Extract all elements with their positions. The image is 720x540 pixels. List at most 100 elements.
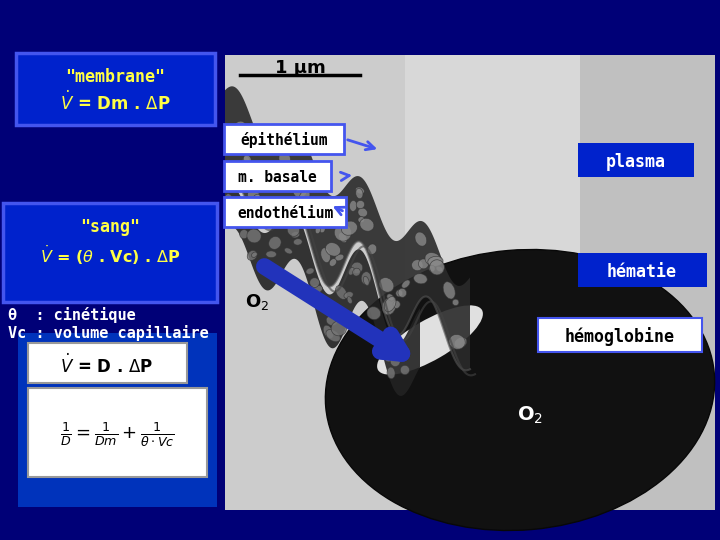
Text: $\dot{V}$ = D . $\Delta$P: $\dot{V}$ = D . $\Delta$P xyxy=(60,354,154,376)
Ellipse shape xyxy=(266,251,276,258)
Ellipse shape xyxy=(287,224,300,237)
Ellipse shape xyxy=(251,165,266,181)
Ellipse shape xyxy=(293,185,307,198)
Ellipse shape xyxy=(402,280,410,288)
Ellipse shape xyxy=(310,278,320,287)
FancyBboxPatch shape xyxy=(538,318,702,352)
Ellipse shape xyxy=(326,316,338,326)
Ellipse shape xyxy=(356,187,364,194)
Ellipse shape xyxy=(334,224,351,241)
Ellipse shape xyxy=(341,221,357,235)
Ellipse shape xyxy=(353,268,360,276)
Ellipse shape xyxy=(356,188,363,199)
Ellipse shape xyxy=(428,265,435,272)
Ellipse shape xyxy=(299,190,310,204)
Ellipse shape xyxy=(364,276,369,286)
Ellipse shape xyxy=(329,259,336,266)
Ellipse shape xyxy=(253,173,267,185)
Text: m. basale: m. basale xyxy=(238,170,317,185)
FancyBboxPatch shape xyxy=(18,333,217,507)
Ellipse shape xyxy=(269,264,276,270)
Text: $\dot{V}$ = Dm . $\Delta$P: $\dot{V}$ = Dm . $\Delta$P xyxy=(60,90,171,113)
Bar xyxy=(580,55,715,510)
Ellipse shape xyxy=(313,201,328,216)
Ellipse shape xyxy=(269,237,282,249)
Ellipse shape xyxy=(338,232,347,243)
Text: 1 μm: 1 μm xyxy=(274,59,325,77)
Ellipse shape xyxy=(315,226,320,234)
Ellipse shape xyxy=(443,282,455,299)
Ellipse shape xyxy=(336,286,347,299)
Ellipse shape xyxy=(393,301,400,308)
Ellipse shape xyxy=(382,298,396,315)
Ellipse shape xyxy=(234,121,246,132)
FancyBboxPatch shape xyxy=(28,343,187,383)
Text: hémoglobine: hémoglobine xyxy=(565,327,675,347)
Ellipse shape xyxy=(243,155,251,164)
Ellipse shape xyxy=(377,305,483,375)
Ellipse shape xyxy=(454,338,467,348)
Ellipse shape xyxy=(436,266,443,272)
Ellipse shape xyxy=(392,353,400,360)
FancyBboxPatch shape xyxy=(224,197,346,227)
Ellipse shape xyxy=(449,334,465,349)
Ellipse shape xyxy=(418,259,428,269)
FancyBboxPatch shape xyxy=(3,203,217,302)
Ellipse shape xyxy=(291,232,300,238)
Text: $\dot{V}$ = ($\theta$ . Vc) . $\Delta$P: $\dot{V}$ = ($\theta$ . Vc) . $\Delta$P xyxy=(40,244,180,267)
Ellipse shape xyxy=(247,229,261,243)
Ellipse shape xyxy=(360,218,374,231)
Ellipse shape xyxy=(331,321,346,336)
Ellipse shape xyxy=(251,252,257,258)
Ellipse shape xyxy=(356,200,364,208)
Ellipse shape xyxy=(387,367,395,379)
Ellipse shape xyxy=(279,173,287,181)
Ellipse shape xyxy=(384,296,396,312)
Ellipse shape xyxy=(242,156,250,168)
Ellipse shape xyxy=(294,239,302,245)
Ellipse shape xyxy=(305,210,316,221)
FancyBboxPatch shape xyxy=(224,124,344,154)
Ellipse shape xyxy=(306,268,314,274)
FancyBboxPatch shape xyxy=(28,388,207,477)
Ellipse shape xyxy=(358,217,364,222)
Polygon shape xyxy=(225,86,470,370)
Ellipse shape xyxy=(276,166,283,176)
Ellipse shape xyxy=(385,358,392,362)
Ellipse shape xyxy=(428,256,443,266)
Ellipse shape xyxy=(400,365,410,375)
Text: $\frac{1}{D} = \frac{1}{Dm} + \frac{1}{\theta \cdot Vc}$: $\frac{1}{D} = \frac{1}{Dm} + \frac{1}{\… xyxy=(60,421,174,449)
Text: "membrane": "membrane" xyxy=(66,68,166,86)
Text: Vc : volume capillaire: Vc : volume capillaire xyxy=(8,325,209,341)
FancyBboxPatch shape xyxy=(16,53,215,125)
Ellipse shape xyxy=(390,355,400,367)
Ellipse shape xyxy=(240,230,248,239)
Ellipse shape xyxy=(367,307,381,320)
Text: O$_2$: O$_2$ xyxy=(517,404,543,426)
Ellipse shape xyxy=(387,294,394,301)
Ellipse shape xyxy=(349,200,357,212)
Ellipse shape xyxy=(379,278,394,292)
Ellipse shape xyxy=(325,242,341,256)
Ellipse shape xyxy=(279,152,291,166)
Ellipse shape xyxy=(361,272,371,285)
Ellipse shape xyxy=(310,285,323,294)
Ellipse shape xyxy=(367,244,377,254)
Ellipse shape xyxy=(291,144,300,154)
FancyBboxPatch shape xyxy=(224,161,331,191)
Text: endothélium: endothélium xyxy=(237,206,333,220)
Ellipse shape xyxy=(291,164,305,179)
Ellipse shape xyxy=(225,194,233,207)
Ellipse shape xyxy=(358,208,367,217)
Text: épithélium: épithélium xyxy=(240,132,328,148)
Text: O$_2$: O$_2$ xyxy=(245,292,269,312)
FancyBboxPatch shape xyxy=(578,143,694,177)
Ellipse shape xyxy=(279,179,291,190)
Ellipse shape xyxy=(247,251,257,260)
Ellipse shape xyxy=(337,205,346,213)
Ellipse shape xyxy=(236,124,248,140)
Ellipse shape xyxy=(246,182,253,187)
Ellipse shape xyxy=(344,292,354,299)
Ellipse shape xyxy=(425,253,441,267)
Ellipse shape xyxy=(323,325,333,339)
